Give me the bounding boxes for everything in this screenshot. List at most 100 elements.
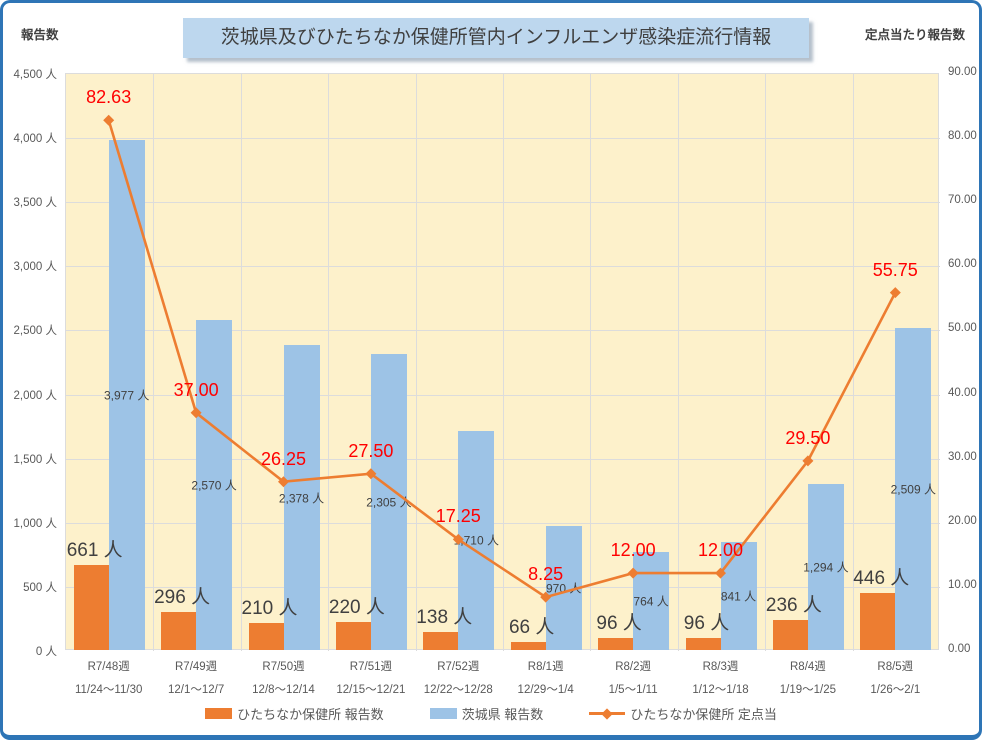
left-axis-tick: 500 人 xyxy=(23,581,57,594)
line-value-label: 37.00 xyxy=(173,379,219,400)
date-range-label: 12/29～1/4 xyxy=(517,684,574,696)
left-axis-tick: 4,500 人 xyxy=(13,69,57,81)
bar-value-label: 1,710 人 xyxy=(453,533,499,548)
bar-value-label: 2,378 人 xyxy=(278,491,325,506)
date-range-label: 12/15～12/21 xyxy=(336,684,406,696)
right-axis-tick: 70.00 xyxy=(948,194,977,207)
date-range-label: 12/8～12/14 xyxy=(252,684,315,696)
line-value-label: 55.75 xyxy=(872,259,918,280)
bar-value-label: 3,977 人 xyxy=(104,388,150,403)
x-axis-label: R7/51週 12/15～12/21 xyxy=(336,658,405,697)
bar-value-label: 2,570 人 xyxy=(191,478,237,493)
right-axis-tick: 90.00 xyxy=(948,66,977,78)
bar-hitachinaka-reports xyxy=(335,621,371,650)
bar-value-label: 66 人 xyxy=(508,616,555,638)
left-axis-tick: 2,000 人 xyxy=(13,389,57,402)
week-label: R8/4週 xyxy=(789,661,826,673)
legend-label: 茨城県 報告数 xyxy=(461,707,544,722)
bar-value-label: 764 人 xyxy=(633,594,669,609)
date-range-label: 11/24～11/30 xyxy=(75,684,143,696)
v-gridline xyxy=(241,74,242,651)
bar-hitachinaka-reports xyxy=(685,637,721,650)
chart-title: 茨城県及びひたちなか保健所管内インフルエンザ感染症流行情報 xyxy=(183,18,809,58)
x-axis-label: R8/5週 1/26～2/1 xyxy=(870,658,920,697)
x-axis-label: R7/48週 11/24～11/30 xyxy=(75,658,142,697)
bar-hitachinaka-reports xyxy=(161,612,197,650)
left-axis-title: 報告数 xyxy=(21,28,59,42)
right-axis-tick: 80.00 xyxy=(948,130,977,143)
date-range-label: 1/26～2/1 xyxy=(870,684,921,696)
date-range-label: 1/5～1/11 xyxy=(608,684,658,696)
bar-hitachinaka-reports xyxy=(598,637,634,650)
x-axis-label: R8/1週 12/29～1/4 xyxy=(518,658,574,697)
orange-bar-swatch-icon xyxy=(205,708,233,719)
week-label: R7/52週 xyxy=(437,661,480,673)
line-value-label: 8.25 xyxy=(528,564,564,585)
bar-value-label: 296 人 xyxy=(154,587,211,609)
left-axis-tick: 2,500 人 xyxy=(13,325,57,338)
legend-item-ibaraki-reports: 茨城県 報告数 xyxy=(429,704,544,723)
line-value-label: 12.00 xyxy=(610,540,656,561)
v-gridline xyxy=(678,74,679,651)
bar-value-label: 236 人 xyxy=(765,594,822,616)
left-axis-tick: 1,500 人 xyxy=(13,453,57,466)
bar-hitachinaka-reports xyxy=(248,623,284,650)
bar-value-label: 96 人 xyxy=(596,612,642,634)
v-gridline xyxy=(765,74,766,651)
legend-label: ひたちなか保健所 定点当 xyxy=(630,707,777,722)
right-axis-tick: 0.00 xyxy=(948,643,971,655)
week-label: R8/5週 xyxy=(877,661,914,673)
right-axis-tick: 30.00 xyxy=(948,450,977,463)
line-value-label: 26.25 xyxy=(260,448,307,469)
right-axis-tick: 20.00 xyxy=(948,514,977,527)
x-axis-label: R8/3週 1/12～1/18 xyxy=(692,658,748,697)
bar-value-label: 841 人 xyxy=(720,589,757,604)
date-range-label: 12/22～12/28 xyxy=(423,684,493,696)
bar-value-label: 96 人 xyxy=(683,612,730,634)
bar-value-label: 210 人 xyxy=(241,598,298,620)
left-axis-tick: 0 人 xyxy=(35,646,57,658)
left-axis-tick: 3,500 人 xyxy=(13,197,57,210)
line-value-label: 27.50 xyxy=(348,440,394,461)
date-range-label: 1/19～1/25 xyxy=(779,684,837,696)
line-diamond-swatch-icon xyxy=(589,707,626,720)
bar-hitachinaka-reports xyxy=(73,565,109,650)
legend-item-hitachinaka-per-sentinel: ひたちなか保健所 定点当 xyxy=(589,704,777,723)
bar-value-label: 2,509 人 xyxy=(890,482,936,497)
line-value-label: 29.50 xyxy=(785,427,831,448)
blue-bar-swatch-icon xyxy=(429,708,457,719)
bar-value-label: 661 人 xyxy=(66,540,123,562)
line-value-label: 17.25 xyxy=(435,506,481,527)
right-axis-tick: 10.00 xyxy=(948,578,977,591)
week-label: R7/51週 xyxy=(349,661,392,673)
bar-value-label: 1,294 人 xyxy=(803,560,849,575)
legend: ひたちなか保健所 報告数 茨城県 報告数 ひたちなか保健所 定点当 xyxy=(3,704,979,723)
left-axis-tick: 4,000 人 xyxy=(13,133,57,146)
week-label: R8/3週 xyxy=(702,661,739,673)
x-axis-label: R7/50週 12/8～12/14 xyxy=(252,658,315,697)
right-axis-tick: 50.00 xyxy=(948,322,977,335)
week-label: R7/50週 xyxy=(262,661,305,673)
x-axis-label: R7/52週 12/22～12/28 xyxy=(424,658,493,697)
date-range-label: 12/1～12/7 xyxy=(167,684,225,696)
x-axis-label: R8/4週 1/19～1/25 xyxy=(780,658,836,697)
v-gridline xyxy=(153,74,154,651)
bar-value-label: 138 人 xyxy=(416,607,473,629)
x-axis-label: R7/49週 12/1～12/7 xyxy=(168,658,224,697)
week-label: R7/49週 xyxy=(174,661,218,673)
bar-hitachinaka-reports xyxy=(860,592,896,650)
v-gridline xyxy=(503,74,504,651)
bar-ibaraki-reports xyxy=(895,328,932,650)
bar-value-label: 220 人 xyxy=(328,596,385,618)
week-label: R8/1週 xyxy=(527,661,564,673)
bar-hitachinaka-reports xyxy=(423,632,459,650)
bar-value-label: 2,305 人 xyxy=(366,495,412,510)
bar-value-label: 446 人 xyxy=(853,567,910,589)
bar-hitachinaka-reports xyxy=(772,619,808,650)
week-label: R7/48週 xyxy=(87,661,130,673)
left-axis-tick: 1,000 人 xyxy=(13,517,57,530)
x-axis-label: R8/2週 1/5～1/11 xyxy=(609,658,658,697)
legend-label: ひたちなか保健所 報告数 xyxy=(237,707,384,722)
date-range-label: 1/12～1/18 xyxy=(692,684,749,696)
